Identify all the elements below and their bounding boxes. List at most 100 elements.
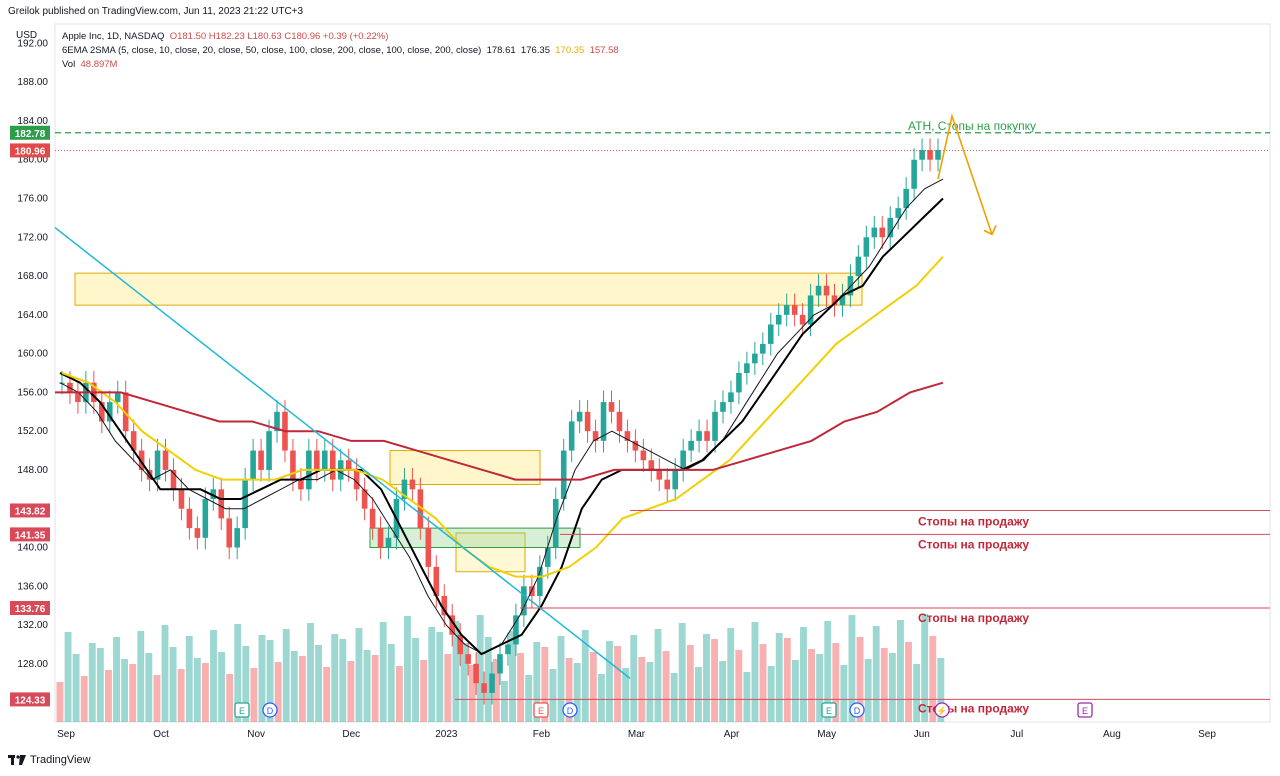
volume-bar xyxy=(363,650,371,722)
ma-line: 6EMA 2SMA (5, close, 10, close, 20, clos… xyxy=(62,45,619,56)
candle-body xyxy=(489,673,495,693)
volume-value: 48.897M xyxy=(80,59,118,70)
candle-body xyxy=(202,499,209,538)
tradingview-footer: TradingView xyxy=(8,754,91,766)
price-tag-label: 180.96 xyxy=(15,146,46,157)
volume-bar xyxy=(597,674,605,722)
price-tag-label: 141.35 xyxy=(15,530,46,541)
volume-bar xyxy=(606,641,613,722)
volume-bar xyxy=(387,644,395,722)
y-tick-label: 164.00 xyxy=(17,310,48,321)
x-tick-label: Dec xyxy=(342,729,360,740)
volume-bar xyxy=(743,672,751,722)
candle-body xyxy=(648,460,655,470)
candle-body xyxy=(353,469,360,490)
volume-bar xyxy=(808,649,815,722)
volume-bar xyxy=(525,675,533,722)
volume-bar xyxy=(428,627,436,722)
volume-bar xyxy=(872,626,880,722)
event-marker-label: ⚡ xyxy=(936,705,947,717)
price-tag xyxy=(10,125,50,140)
volume-bar xyxy=(622,668,630,722)
volume-bar xyxy=(436,632,444,722)
volume-bar xyxy=(444,654,452,722)
candle-body xyxy=(927,150,933,160)
price-tag xyxy=(10,600,50,615)
candle-body xyxy=(895,208,901,218)
x-tick-label: 2023 xyxy=(435,729,458,740)
volume-bar xyxy=(266,640,274,722)
y-tick-label: 168.00 xyxy=(17,271,48,282)
event-marker xyxy=(562,702,578,718)
candle-body xyxy=(290,450,296,480)
volume-bar xyxy=(670,673,678,722)
y-tick-label: 136.00 xyxy=(17,581,48,592)
x-tick-label: May xyxy=(817,729,836,740)
volume-bar xyxy=(129,664,137,722)
candle-body xyxy=(75,392,81,403)
volume-bar xyxy=(541,647,549,722)
candle-body xyxy=(552,499,559,548)
candle-body xyxy=(624,431,631,441)
event-marker xyxy=(533,702,549,718)
volume-bar xyxy=(404,616,411,722)
price-tag-label: 124.33 xyxy=(15,695,46,706)
event-marker xyxy=(849,702,865,718)
candle-body xyxy=(560,450,567,500)
candle-body xyxy=(409,479,416,490)
volume-bar xyxy=(258,635,266,722)
ma-value-2: 176.35 xyxy=(520,45,550,56)
volume-bar xyxy=(775,633,783,722)
volume-bar xyxy=(832,643,840,722)
volume-bar xyxy=(816,654,824,722)
volume-bar xyxy=(339,639,347,722)
volume-line: Vol 48.897M xyxy=(62,59,117,70)
volume-bar xyxy=(153,675,161,722)
candle-body xyxy=(839,295,846,306)
event-marker-label: E xyxy=(239,706,245,716)
price-tag xyxy=(10,692,50,707)
price-zone xyxy=(369,527,581,548)
volume-bar xyxy=(654,629,662,722)
candle-body xyxy=(170,469,177,490)
volume-bar xyxy=(856,637,864,722)
candle-body xyxy=(258,450,264,470)
candle-body xyxy=(106,402,113,422)
candle-body xyxy=(130,431,137,451)
volume-bar xyxy=(298,656,306,722)
sell-stop-annotation: Стопы на продажу xyxy=(918,514,1029,528)
candle-body xyxy=(688,440,694,451)
volume-bar xyxy=(226,674,234,722)
volume-bar xyxy=(913,664,921,722)
event-marker xyxy=(821,702,837,718)
candle-body xyxy=(831,295,838,306)
candle-body xyxy=(505,644,511,655)
volume-bar xyxy=(331,634,339,722)
volume-bar xyxy=(355,628,363,722)
price-tag xyxy=(10,143,50,158)
volume-bar xyxy=(719,661,727,722)
candle-body xyxy=(855,256,862,277)
volume-bar xyxy=(824,621,832,722)
candle-body xyxy=(672,469,678,490)
volume-bar xyxy=(210,630,217,722)
x-tick-label: Mar xyxy=(628,729,646,740)
y-tick-label: 152.00 xyxy=(17,426,48,437)
candle-body xyxy=(465,654,471,664)
candle-body xyxy=(210,489,217,500)
volume-bar xyxy=(290,651,298,722)
x-tick-label: Sep xyxy=(1198,729,1216,740)
ma-value-4: 157.58 xyxy=(589,45,619,56)
price-tag-label: 143.82 xyxy=(15,506,46,517)
candle-body xyxy=(919,150,925,160)
price-tag xyxy=(10,527,50,542)
candle-body xyxy=(226,518,233,548)
volume-bar xyxy=(711,639,719,722)
event-marker-label: D xyxy=(567,706,574,716)
volume-bar xyxy=(177,669,185,722)
volume-bar xyxy=(783,638,791,722)
candle-body xyxy=(704,431,710,441)
volume-bar xyxy=(937,658,945,722)
volume-label: Vol xyxy=(62,59,76,70)
